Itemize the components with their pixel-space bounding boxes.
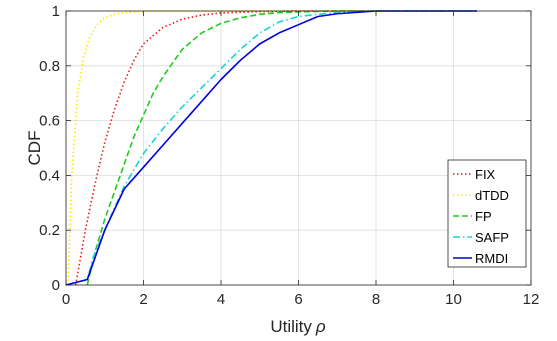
series-line-fix	[74, 10, 477, 286]
x-axis-title-text: Utility	[270, 317, 312, 336]
legend-box	[447, 159, 527, 268]
x-tick-label: 2	[139, 291, 147, 308]
tick-labels: 0 2 4 6 8 10 12 0 0.2 0.4 0.6 0.8 1	[39, 3, 539, 308]
y-tick-label: 0.2	[39, 222, 60, 239]
series-line-rmdi	[65, 10, 477, 286]
legend-label-dtdd: dTDD	[475, 188, 509, 203]
legend-label-rmdi: RMDI	[475, 251, 508, 266]
series-line-dtdd	[67, 10, 477, 286]
y-tick-label: 0.6	[39, 113, 60, 130]
y-tick-label: 1	[52, 3, 60, 20]
legend-label-fix: FIX	[475, 167, 496, 182]
legend-label-fp: FP	[475, 209, 492, 224]
y-tick-label: 0.8	[39, 58, 60, 75]
x-axis-title-symbol: ρ	[315, 317, 326, 336]
y-tick-label: 0.4	[39, 167, 60, 184]
x-tick-label: 4	[217, 291, 225, 308]
legend-label-safp: SAFP	[475, 230, 509, 245]
x-tick-label: 8	[372, 291, 380, 308]
x-tick-label: 12	[523, 291, 540, 308]
x-tick-label: 0	[62, 291, 70, 308]
y-tick-label: 0	[52, 277, 60, 294]
legend: FIX dTDD FP SAFP RMDI	[447, 159, 527, 268]
x-tick-label: 6	[294, 291, 302, 308]
x-axis-title: Utility ρ	[270, 317, 326, 336]
y-axis-title: CDF	[25, 131, 44, 166]
axis-ticks	[65, 10, 532, 286]
x-tick-label: 10	[445, 291, 462, 308]
